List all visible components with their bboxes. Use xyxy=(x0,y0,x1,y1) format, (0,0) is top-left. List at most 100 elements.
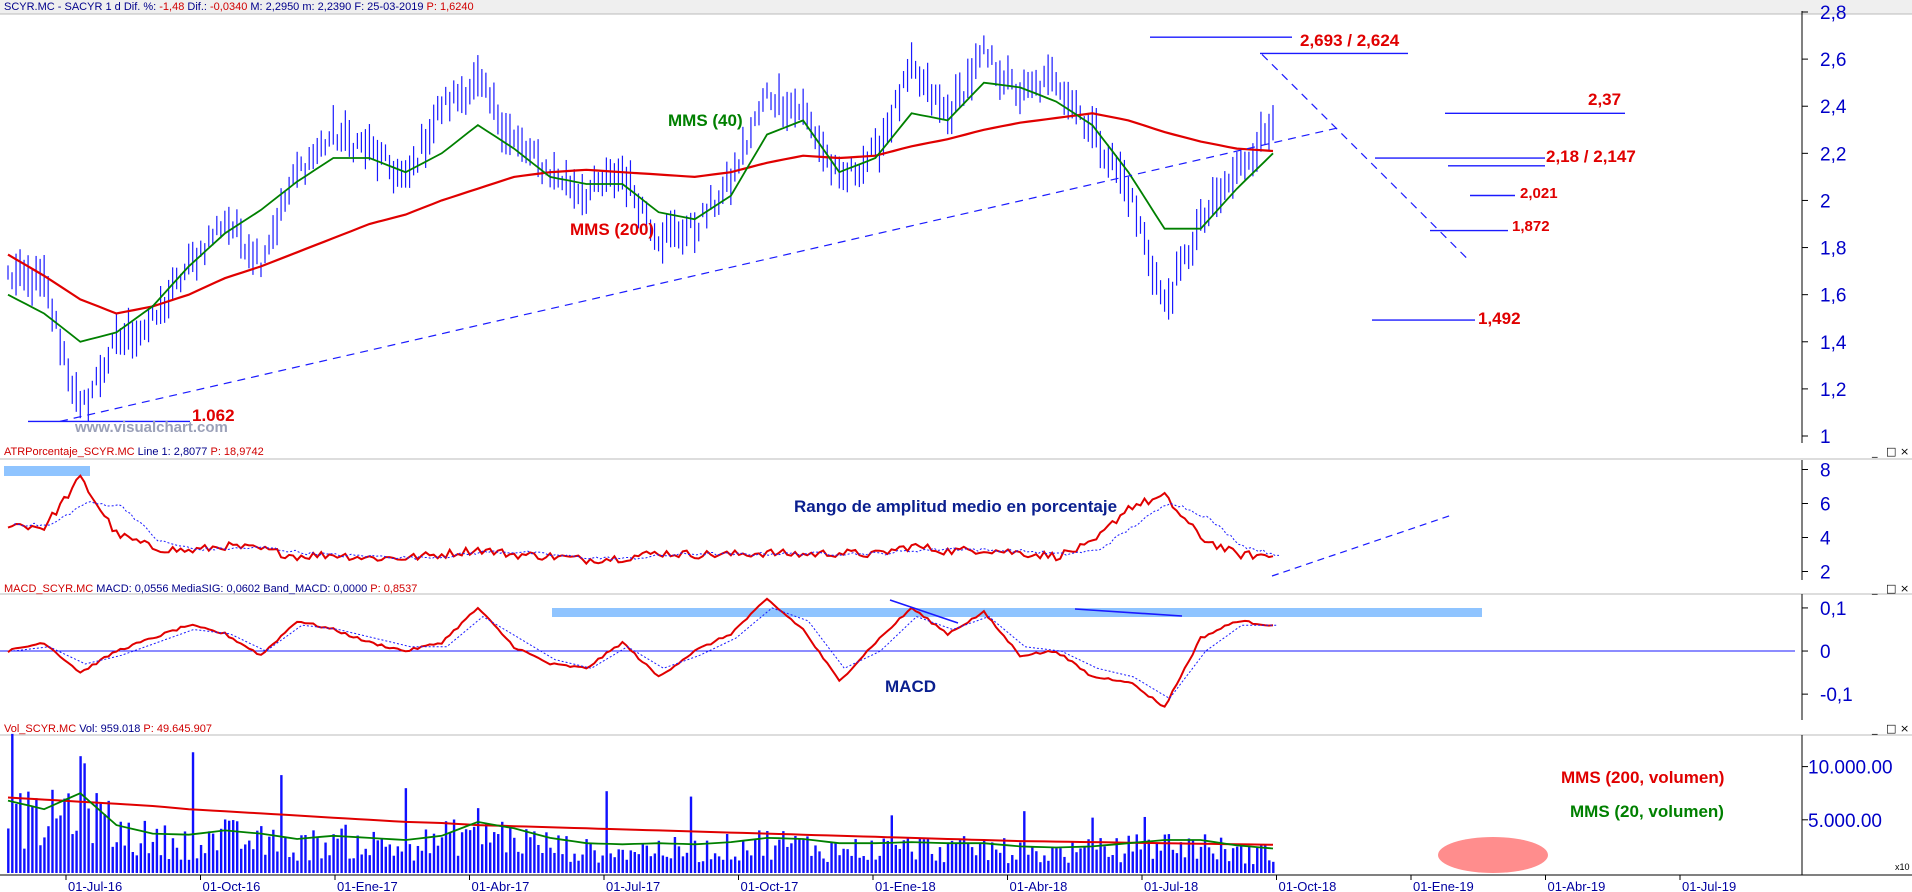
volume-bar xyxy=(493,832,496,873)
volume-bar xyxy=(1163,834,1167,873)
volume-bar xyxy=(388,844,392,873)
x-tick-label: 01-Jul-17 xyxy=(606,879,660,892)
volume-bar xyxy=(460,832,464,873)
volume-bar xyxy=(1147,839,1151,873)
volume-bar xyxy=(163,825,167,873)
volume-bar xyxy=(1047,860,1050,873)
atr-y-tick-label: 6 xyxy=(1820,495,1831,516)
volume-bar xyxy=(545,832,548,873)
level-label-2693: 2,693 / 2,624 xyxy=(1300,31,1400,50)
volume-bar xyxy=(786,846,789,873)
volume-bar xyxy=(1079,848,1082,873)
volume-bar xyxy=(754,838,757,873)
price-y-tick-label: 1,8 xyxy=(1820,239,1846,260)
volume-bar xyxy=(1007,863,1010,873)
volume-bar xyxy=(39,845,42,873)
price-header: SCYR.MC - SACYR 1 d Dif. %: -1,48 Dif.: … xyxy=(4,1,474,13)
volume-bar xyxy=(436,845,440,873)
volume-bar xyxy=(107,800,110,873)
macd-title-label: MACD xyxy=(885,677,936,696)
window-restore-button[interactable]: □ xyxy=(1886,582,1896,595)
window-close-button[interactable]: × xyxy=(1900,445,1909,458)
macd-header-field: Band_MACD: 0,0000 xyxy=(260,583,367,595)
volume-bar xyxy=(830,841,833,873)
volume-bar xyxy=(1248,846,1251,873)
volume-bar xyxy=(950,840,954,873)
volume-bar xyxy=(1171,849,1175,873)
volume-bar xyxy=(336,838,339,873)
volume-bar xyxy=(87,808,90,873)
volume-bar xyxy=(794,836,797,873)
volume-bar xyxy=(268,836,271,873)
window-close-button[interactable]: × xyxy=(1900,722,1909,735)
volume-bar xyxy=(47,826,50,873)
volume-bar xyxy=(609,853,612,873)
volume-bar xyxy=(215,850,219,873)
volume-bar xyxy=(95,793,98,873)
volume-bar xyxy=(770,859,773,873)
x-tick-label: 01-Abr-19 xyxy=(1548,879,1606,892)
volume-bar xyxy=(432,833,436,873)
atr-y-tick-label: 4 xyxy=(1820,529,1831,550)
volume-bar xyxy=(729,859,733,873)
vol-y-tick-label: 10.000.00 xyxy=(1808,758,1893,779)
volume-bar xyxy=(733,856,737,873)
volume-bar xyxy=(966,843,970,873)
volume-bar xyxy=(356,835,359,873)
volume-bar xyxy=(553,852,556,873)
volume-bar xyxy=(774,845,777,873)
volume-bar xyxy=(227,820,231,873)
window-restore-button[interactable]: □ xyxy=(1886,722,1896,735)
volume-bar xyxy=(115,842,118,873)
volume-bar xyxy=(517,851,520,873)
volume-bar xyxy=(360,854,363,873)
price-header-field: M: 2,2950 xyxy=(247,1,299,13)
volume-bar xyxy=(223,819,227,873)
volume-bar xyxy=(428,853,432,873)
volume-bar xyxy=(71,834,74,873)
volume-bar xyxy=(999,852,1002,873)
volume-bar xyxy=(926,838,930,873)
volume-bar xyxy=(288,857,291,873)
volume-bar xyxy=(826,861,829,873)
volume-bar xyxy=(810,855,813,873)
mms200-line xyxy=(7,112,1274,315)
window-min-button[interactable]: _ xyxy=(1871,582,1878,595)
macd-y-tick-label: -0,1 xyxy=(1820,685,1853,706)
window-min-button[interactable]: _ xyxy=(1871,445,1878,458)
volume-bar xyxy=(1252,864,1255,873)
window-min-button[interactable]: _ xyxy=(1871,722,1878,735)
volume-bar xyxy=(906,838,910,873)
level-label-2021: 2,021 xyxy=(1520,185,1558,202)
volume-bar xyxy=(131,852,134,873)
volume-bar xyxy=(1131,851,1134,873)
volume-bar xyxy=(489,842,492,873)
volume-bar xyxy=(914,859,918,873)
macd-header-field: MACD: 0,0556 xyxy=(93,583,168,595)
volume-bar xyxy=(476,808,480,873)
level-label-1492: 1,492 xyxy=(1478,309,1521,328)
atr-header-field: Line 1: 2,8077 xyxy=(135,446,208,458)
volume-bar xyxy=(533,831,536,873)
volume-bar xyxy=(191,752,195,873)
volume-bar xyxy=(55,818,58,873)
volume-bar xyxy=(713,853,717,873)
volume-bar xyxy=(605,791,608,873)
volume-bar xyxy=(175,847,179,873)
volume-bar xyxy=(292,852,295,873)
volume-bar xyxy=(549,847,552,873)
volume-bar xyxy=(328,855,331,873)
atr-y-tick-label: 2 xyxy=(1820,563,1831,584)
volume-bar xyxy=(1175,853,1179,873)
volume-bar xyxy=(316,838,319,873)
volume-bar xyxy=(641,843,645,873)
volume-bar xyxy=(537,844,540,873)
volume-bar xyxy=(974,855,978,873)
volume-bar xyxy=(521,853,524,873)
volume-bar xyxy=(1139,849,1142,873)
window-restore-button[interactable]: □ xyxy=(1886,445,1896,458)
volume-bar xyxy=(946,842,950,873)
window-close-button[interactable]: × xyxy=(1900,582,1909,595)
atr-line xyxy=(7,474,1274,566)
atr-y-tick-label: 8 xyxy=(1820,461,1831,482)
